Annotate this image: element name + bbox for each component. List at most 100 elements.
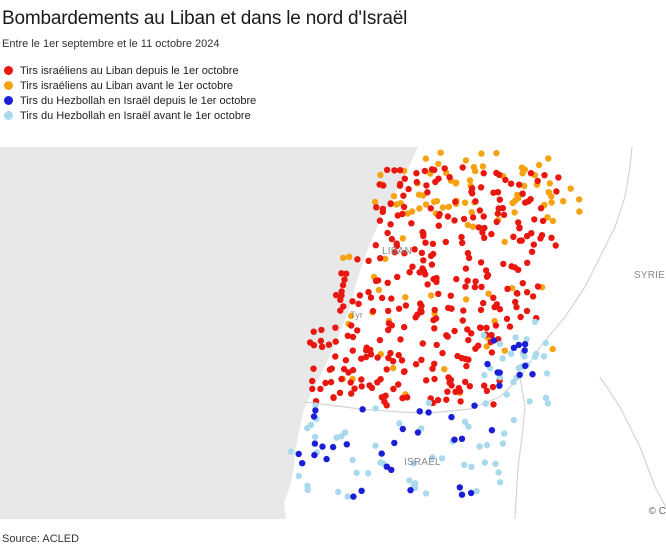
strike-dot-israeli-before [512,197,519,204]
strike-dot-israeli-after [411,246,418,253]
strike-dot-hezbollah-after [350,493,357,500]
borders [303,147,666,519]
strike-dot-israeli-after [379,205,387,213]
strike-dot-hezbollah-before [523,336,530,343]
strike-dot-israeli-after [531,216,538,223]
strike-dot-hezbollah-before [425,399,433,406]
strike-dot-israeli-after [376,336,384,344]
strike-dot-israeli-after [365,257,372,264]
strike-dot-israeli-after [422,271,429,278]
strike-dot-israeli-after [396,167,404,174]
strike-dot-israeli-after [451,217,458,224]
strike-dot-israeli-after [418,308,425,316]
strike-dot-hezbollah-before [512,334,519,341]
strike-dot-hezbollah-after [448,413,455,421]
strike-dot-israeli-before [461,199,469,206]
strike-dot-israeli-after [499,204,506,212]
lebanon-label: LIBAN [382,246,412,257]
map[interactable]: LIBAN SYRIE ISRAËL Tyr [0,147,666,519]
strike-dot-israeli-after [349,347,356,354]
strike-dot-israeli-after [465,254,473,262]
strike-dot-israeli-after [367,351,375,358]
strike-dot-hezbollah-after [458,491,466,498]
strike-dot-israeli-after [468,188,475,195]
lebanon-israel-border [303,376,521,414]
strike-dot-israeli-after [372,277,380,285]
strike-dot-israeli-after [435,222,442,229]
strike-dot-israeli-after [358,376,365,383]
strike-dot-israeli-before [511,209,518,216]
strike-dot-israeli-after [435,290,442,298]
strike-dot-israeli-after [459,317,466,324]
strike-dot-hezbollah-after [329,443,337,451]
strike-dot-israeli-after [452,198,459,205]
strike-dot-israeli-after [341,276,348,283]
strike-dot-hezbollah-before [481,459,488,466]
strike-dot-israeli-after [306,339,314,346]
strike-dot-hezbollah-before [335,488,342,495]
strike-dot-israeli-before [549,345,556,353]
strike-dot-hezbollah-before [542,394,550,401]
strike-dot-israeli-after [445,374,452,381]
strike-dot-israeli-after [459,164,466,171]
strike-dot-israeli-after [337,307,344,314]
map-canvas[interactable]: LIBAN SYRIE ISRAËL Tyr [0,147,666,519]
strike-dot-hezbollah-after [451,436,458,443]
strike-dot-israeli-after [332,291,340,299]
strike-dot-israeli-after [309,385,316,393]
strike-dot-israeli-before [347,312,355,320]
strike-dot-hezbollah-after [399,425,406,433]
strike-dot-israeli-before [535,161,543,169]
strike-dot-israeli-after [490,401,497,408]
strike-dot-israeli-after [484,271,492,279]
legend-dot-lightblue [4,111,13,120]
strike-dot-israeli-after [472,198,479,205]
strike-dot-israeli-after [354,256,361,263]
strike-dot-israeli-after [433,274,440,282]
strike-dot-israeli-after [384,279,391,286]
strike-dot-israeli-after [488,230,495,238]
strike-dot-israeli-after [469,214,477,221]
strike-dot-hezbollah-before [333,434,340,441]
strike-dot-hezbollah-after [425,409,432,416]
strike-dot-hezbollah-after [494,369,501,376]
strike-dot-israeli-after [401,175,408,182]
strike-dot-israeli-after [398,357,406,364]
strike-dot-israeli-after [475,224,482,231]
strike-dot-israeli-after [555,174,562,181]
strike-dot-israeli-after [488,331,495,339]
strike-dot-israeli-after [503,315,511,323]
strike-dot-israeli-after [401,250,408,257]
strike-dot-israeli-after [344,332,351,339]
strike-dot-hezbollah-before [353,469,360,476]
strike-dot-israeli-after [399,210,406,218]
strike-dot-israeli-after [491,303,498,311]
strike-dot-israeli-after [332,338,339,345]
strike-dot-israeli-after [418,249,426,257]
strike-dot-israeli-before [441,366,448,373]
legend: Tirs israéliens au Liban depuis le 1er o… [4,63,256,123]
strike-dot-israeli-after [363,347,370,354]
strike-dot-israeli-after [431,306,438,314]
strike-dot-israeli-after [448,305,455,312]
strike-dot-israeli-after [401,368,408,375]
strike-dot-israeli-after [348,322,355,329]
strike-dot-israeli-after [369,307,377,315]
strike-dot-israeli-after [373,204,380,211]
strike-dot-israeli-after [528,230,535,237]
strike-dot-hezbollah-before [438,455,446,462]
strike-dot-israeli-after [444,213,452,220]
strike-dot-israeli-after [390,385,397,393]
strike-dot-israeli-before [427,292,435,299]
strike-dot-israeli-after [472,278,479,285]
strike-dot-israeli-after [481,234,488,241]
strike-dot-israeli-after [399,394,406,402]
strike-dot-israeli-after [349,298,356,305]
strike-dot-israeli-after [462,378,469,386]
strike-dot-hezbollah-before [465,423,472,430]
strike-dot-israeli-after [332,324,339,331]
strike-dot-hezbollah-before [365,470,372,477]
legend-item-israel-after: Tirs israéliens au Liban depuis le 1er o… [4,63,256,78]
chart-subtitle: Entre le 1er septembre et le 11 octobre … [2,38,220,50]
strike-dot-hezbollah-before [483,441,491,449]
